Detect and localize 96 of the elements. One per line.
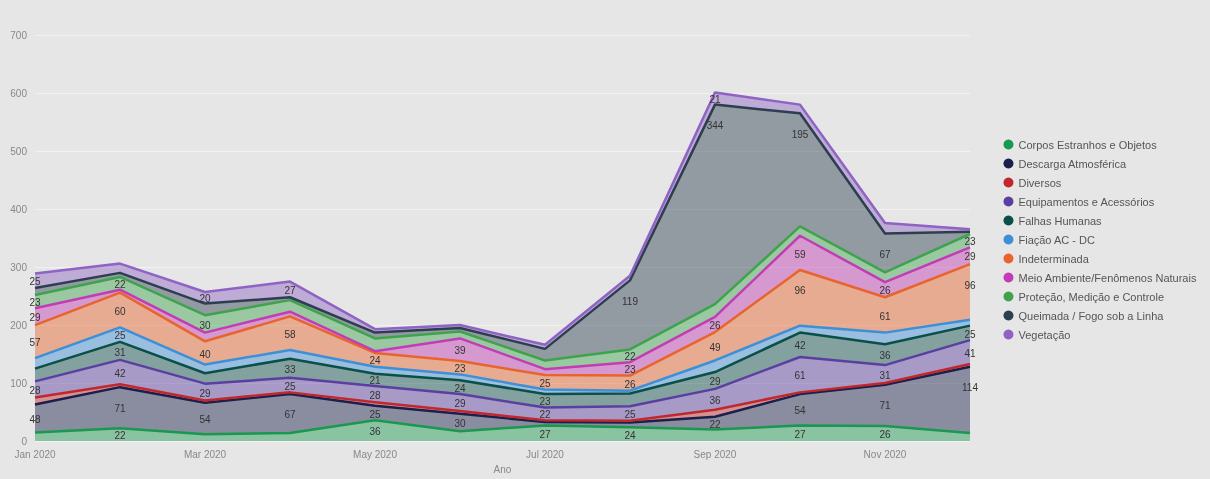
data-label: 96 [964,279,976,291]
data-label: 119 [622,295,639,307]
data-label: 20 [199,293,211,305]
x-tick-label: Jul 2020 [526,448,565,460]
data-label: 41 [964,347,976,359]
data-label: 26 [879,429,891,441]
legend-label: Fiação AC - DC [1018,233,1095,246]
x-tick-label: Nov 2020 [863,448,907,460]
data-label: 40 [199,348,211,360]
legend-label: Descarga Atmosférica [1018,157,1127,170]
x-tick-label: May 2020 [353,448,398,460]
data-label: 23 [539,396,551,408]
y-tick-label: 500 [10,145,28,157]
data-label: 28 [29,385,41,397]
data-label: 59 [794,248,806,260]
data-label: 54 [199,414,211,426]
y-tick-label: 300 [10,261,28,273]
data-label: 23 [29,297,41,309]
data-label: 22 [709,418,721,430]
data-label: 24 [624,429,636,441]
data-label: 36 [709,394,721,406]
data-label: 23 [454,363,466,375]
data-label: 36 [369,426,381,438]
y-tick-label: 0 [21,435,28,447]
data-label: 25 [29,276,41,288]
data-label: 27 [539,428,551,440]
data-label: 31 [114,346,126,358]
data-label: 57 [29,337,41,349]
data-label: 22 [624,351,636,363]
data-label: 24 [369,355,381,367]
data-label: 23 [624,364,636,376]
legend-label: Equipamentos e Acessórios [1018,195,1155,208]
data-label: 114 [962,382,979,394]
data-label: 71 [879,400,891,412]
legend-label: Indeterminada [1018,252,1090,265]
data-label: 60 [114,305,126,317]
legend-label: Diversos [1018,176,1062,189]
data-label: 25 [539,377,551,389]
data-label: 25 [369,408,381,420]
legend-label: Corpos Estranhos e Objetos [1018,138,1158,151]
x-tick-label: Mar 2020 [183,448,227,460]
data-label: 67 [284,409,296,421]
data-label: 29 [964,251,976,263]
data-label: 42 [794,340,806,352]
data-label: 195 [791,128,809,140]
data-label: 344 [706,120,724,132]
data-label: 22 [114,278,126,290]
data-label: 26 [624,378,636,390]
data-label: 29 [29,312,41,324]
data-label: 22 [114,430,126,442]
data-label: 61 [879,310,891,322]
data-label: 21 [709,94,721,106]
data-label: 28 [369,389,381,401]
data-label: 25 [964,328,976,340]
data-label: 25 [114,330,126,342]
data-label: 29 [454,398,466,410]
data-label: 49 [709,341,721,353]
legend-label: Falhas Humanas [1018,214,1103,227]
data-label: 58 [284,328,296,340]
data-label: 29 [709,376,721,388]
data-label: 36 [879,350,891,362]
x-axis-title: Ano [493,463,512,475]
data-label: 26 [879,285,891,297]
data-label: 39 [454,345,466,357]
legend-label: Queimada / Fogo sob a Linha [1018,309,1165,322]
data-label: 24 [454,382,466,394]
data-label: 71 [114,402,126,414]
y-tick-label: 400 [10,203,28,215]
legend-label: Proteção, Medição e Controle [1018,290,1164,303]
legend-label: Meio Ambiente/Fenômenos Naturais [1018,271,1197,284]
data-label: 96 [794,285,806,297]
data-label: 54 [794,405,806,417]
data-label: 22 [539,409,551,421]
data-label: 48 [29,414,41,426]
data-label: 61 [794,370,806,382]
data-label: 21 [369,375,381,387]
data-label: 23 [964,236,976,248]
data-label: 30 [454,418,466,430]
data-label: 30 [199,319,211,331]
data-label: 27 [794,428,806,440]
x-tick-label: Sep 2020 [693,448,737,460]
data-label: 42 [114,367,126,379]
x-tick-label: Jan 2020 [14,448,57,460]
data-label: 31 [879,369,891,381]
data-label: 27 [284,285,296,297]
legend-label: Vegetação [1018,328,1071,341]
y-tick-label: 100 [10,377,28,389]
data-label: 26 [709,320,721,332]
data-label: 25 [624,409,636,421]
data-label: 29 [199,387,211,399]
data-label: 67 [879,248,891,260]
y-tick-label: 200 [10,319,28,331]
data-label: 33 [284,363,296,375]
y-tick-label: 600 [10,87,28,99]
y-tick-label: 700 [10,29,28,41]
data-label: 25 [284,380,296,392]
